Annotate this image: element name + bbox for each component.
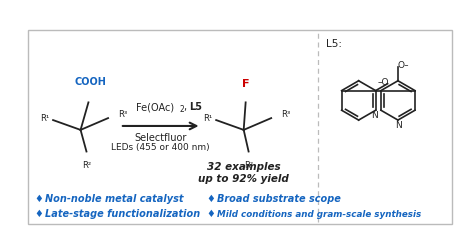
Text: ,: , (184, 102, 190, 112)
Text: Selectfluor: Selectfluor (134, 133, 186, 143)
Text: –O: –O (378, 78, 389, 87)
Text: R¹: R¹ (40, 114, 49, 123)
Text: R³: R³ (118, 110, 127, 119)
Text: O–: O– (398, 61, 410, 69)
Text: R²: R² (244, 161, 253, 170)
Text: Mild conditions and gram-scale synthesis: Mild conditions and gram-scale synthesis (217, 210, 421, 219)
Text: L5: L5 (189, 102, 201, 112)
Text: ♦: ♦ (206, 194, 215, 204)
Text: N: N (371, 111, 378, 120)
Text: COOH: COOH (74, 77, 106, 87)
Text: Non-noble metal catalyst: Non-noble metal catalyst (45, 194, 184, 204)
Text: up to 92% yield: up to 92% yield (198, 174, 289, 184)
Text: Late-stage functionalization: Late-stage functionalization (45, 209, 201, 219)
Text: R¹: R¹ (203, 114, 212, 123)
Text: R³: R³ (281, 110, 290, 119)
Text: R²: R² (82, 161, 91, 170)
Text: ♦: ♦ (206, 209, 215, 219)
Text: ♦: ♦ (35, 194, 43, 204)
Text: F: F (242, 79, 249, 89)
Text: LEDs (455 or 400 nm): LEDs (455 or 400 nm) (111, 143, 210, 152)
Text: L5:: L5: (326, 39, 342, 50)
Text: ♦: ♦ (35, 209, 43, 219)
Text: N: N (396, 121, 402, 130)
Text: 32 examples: 32 examples (207, 162, 281, 172)
Text: 2: 2 (180, 105, 184, 114)
Text: Broad substrate scope: Broad substrate scope (217, 194, 341, 204)
Text: Fe(OAc): Fe(OAc) (136, 102, 174, 112)
